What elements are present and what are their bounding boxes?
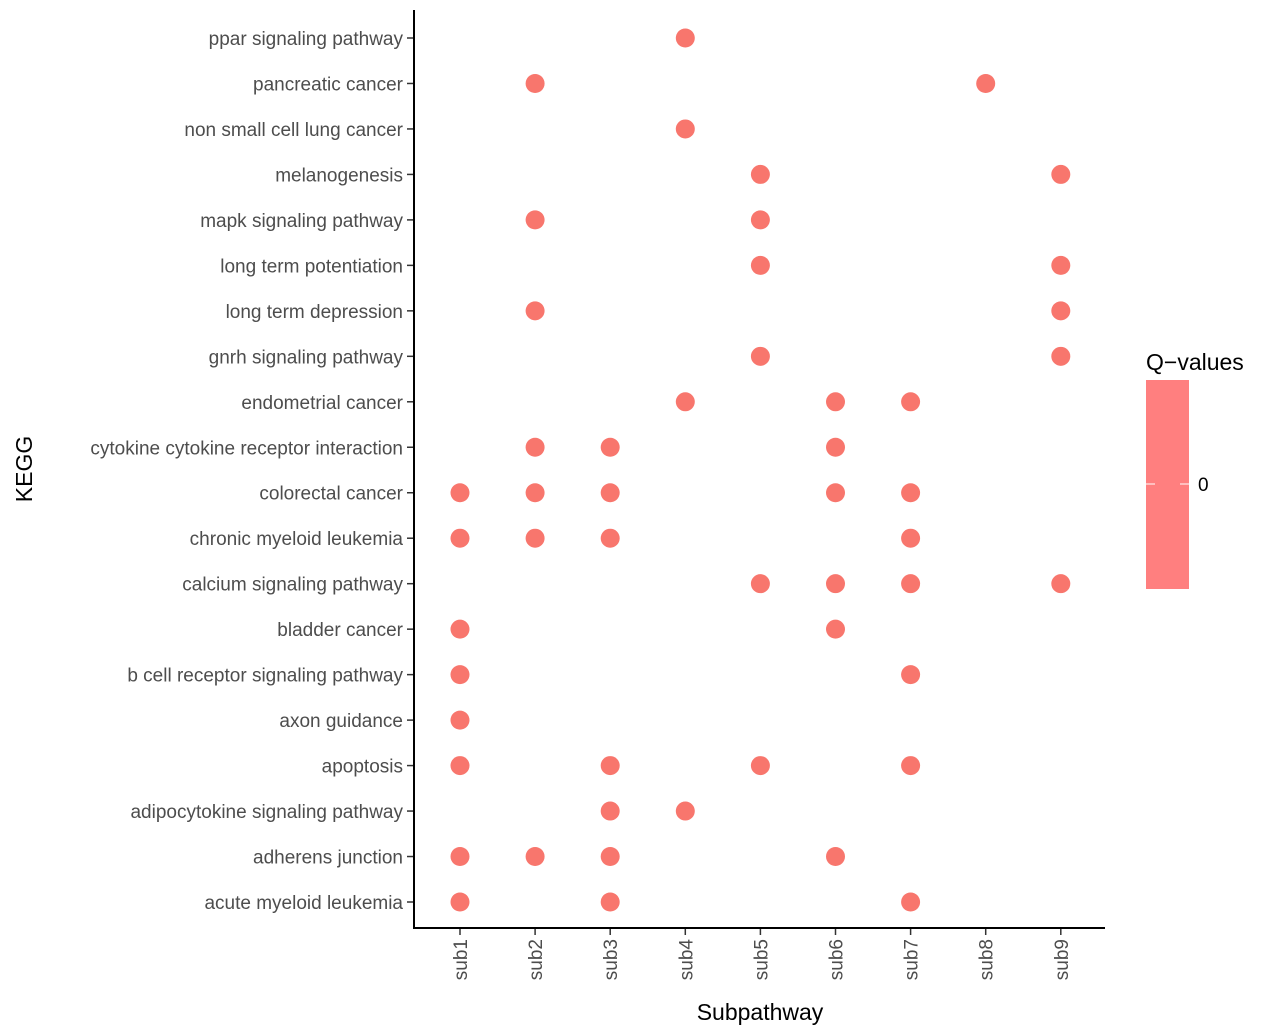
data-point	[600, 528, 620, 548]
y-tick-label: acute myeloid leukemia	[204, 893, 403, 914]
legend-label: 0	[1198, 475, 1209, 496]
data-point	[750, 255, 770, 275]
y-tick-label: gnrh signaling pathway	[209, 347, 404, 368]
data-point	[450, 710, 470, 730]
data-point	[600, 483, 620, 503]
data-point	[675, 392, 695, 412]
data-point	[600, 437, 620, 457]
data-point	[525, 73, 545, 93]
legend-title: Q−values	[1146, 349, 1244, 375]
data-point	[1051, 255, 1071, 275]
data-point	[976, 73, 996, 93]
data-point	[525, 847, 545, 867]
y-tick-label: apoptosis	[322, 757, 403, 778]
x-axis-ticks: sub1 sub2 sub3 sub4 sub5 sub6 sub7 sub8 sub9	[451, 928, 1073, 980]
data-point	[1051, 301, 1071, 321]
y-tick-label: long term potentiation	[220, 256, 403, 277]
x-axis-title: Subpathway	[697, 999, 824, 1025]
y-tick-label: calcium signaling pathway	[182, 575, 403, 596]
data-point	[750, 346, 770, 366]
data-point	[901, 392, 921, 412]
data-point	[525, 301, 545, 321]
y-tick-label: adipocytokine signaling pathway	[130, 802, 403, 823]
x-tick-label: sub6	[827, 939, 848, 980]
y-axis-title: KEGG	[11, 436, 37, 502]
data-point	[826, 619, 845, 639]
data-point	[450, 483, 470, 503]
data-point	[901, 483, 921, 503]
data-point	[525, 210, 545, 230]
x-tick-label: sub4	[676, 939, 697, 981]
x-tick-label: sub5	[751, 939, 772, 980]
data-point	[600, 801, 620, 821]
data-point	[901, 574, 921, 594]
data-point	[675, 801, 695, 821]
y-tick-label: melanogenesis	[275, 165, 403, 186]
x-tick-label: sub2	[526, 939, 547, 980]
data-point	[450, 619, 470, 639]
y-tick-label: chronic myeloid leukemia	[190, 529, 404, 550]
data-point	[450, 847, 470, 867]
data-point	[450, 892, 470, 912]
data-point	[826, 437, 845, 457]
x-tick-label: sub1	[451, 939, 472, 980]
y-tick-label: adherens junction	[253, 848, 403, 869]
data-point	[826, 483, 845, 503]
data-point	[750, 164, 770, 184]
data-point	[750, 756, 770, 776]
y-tick-label: b cell receptor signaling pathway	[127, 666, 403, 687]
data-point	[450, 528, 470, 548]
data-point	[600, 756, 620, 776]
y-tick-label: cytokine cytokine receptor interaction	[90, 438, 403, 459]
y-tick-label: axon guidance	[279, 711, 403, 732]
data-point	[450, 665, 470, 685]
points-layer	[450, 28, 1071, 912]
y-tick-label: endometrial cancer	[241, 393, 403, 414]
y-tick-label: pancreatic cancer	[253, 74, 404, 95]
data-point	[600, 847, 620, 867]
data-point	[525, 437, 545, 457]
x-tick-label: sub3	[601, 939, 622, 980]
x-tick-label: sub9	[1052, 939, 1073, 980]
data-point	[450, 756, 470, 776]
data-point	[901, 892, 921, 912]
data-point	[1051, 346, 1071, 366]
y-tick-label: non small cell lung cancer	[184, 120, 403, 141]
legend: Q−values 0	[1146, 349, 1244, 589]
y-tick-label: long term depression	[226, 302, 403, 323]
data-point	[525, 483, 545, 503]
data-point	[901, 528, 921, 548]
data-point	[826, 847, 845, 867]
data-point	[600, 892, 620, 912]
data-point	[901, 756, 921, 776]
data-point	[750, 574, 770, 594]
data-point	[826, 574, 845, 594]
y-tick-label: ppar signaling pathway	[209, 29, 404, 50]
data-point	[826, 392, 845, 412]
data-point	[750, 210, 770, 230]
data-point	[675, 28, 695, 48]
x-tick-label: sub7	[902, 939, 923, 980]
data-point	[1051, 164, 1071, 184]
y-tick-label: colorectal cancer	[259, 484, 403, 505]
data-point	[675, 119, 695, 139]
y-tick-label: mapk signaling pathway	[200, 211, 403, 232]
x-tick-label: sub8	[977, 939, 998, 980]
y-axis-ticks: acute myeloid leukemia adherens junction a…	[90, 29, 414, 914]
y-tick-label: bladder cancer	[277, 620, 403, 641]
data-point	[901, 665, 921, 685]
data-point	[525, 528, 545, 548]
data-point	[1051, 574, 1071, 594]
